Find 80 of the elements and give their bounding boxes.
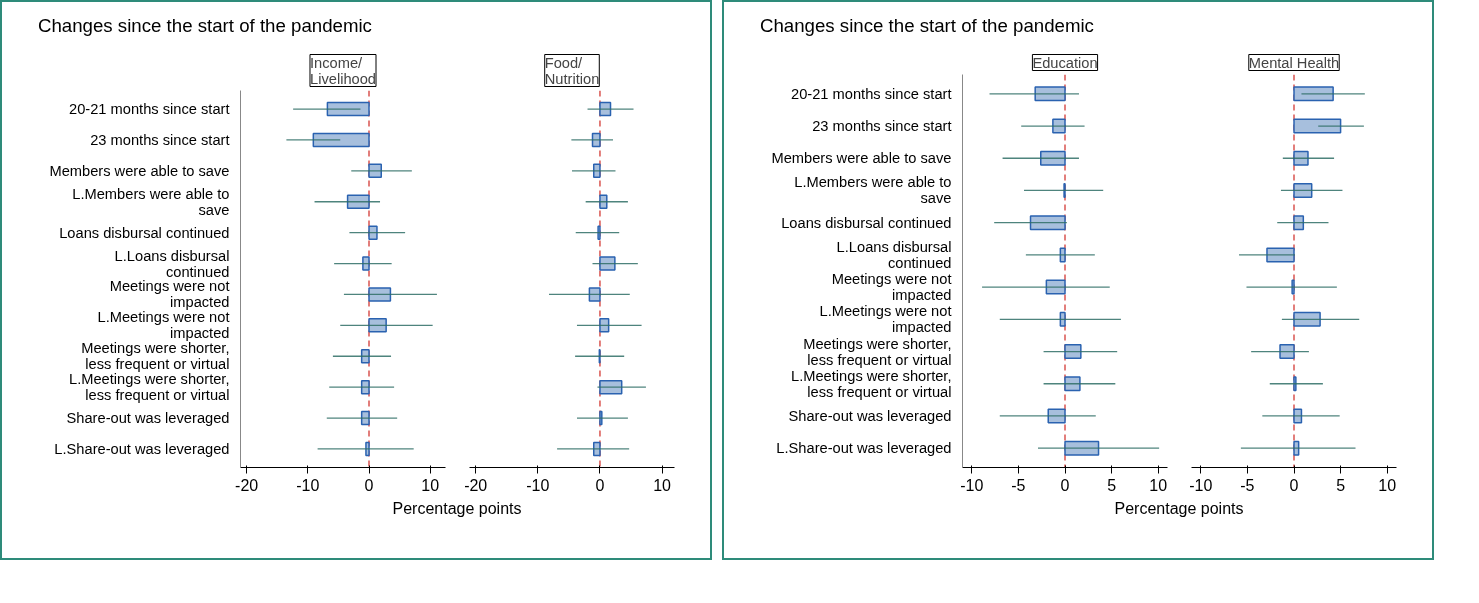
bar — [1064, 440, 1100, 456]
bar — [1034, 86, 1066, 102]
bar — [368, 287, 392, 302]
x-tick-label: -10 — [526, 476, 550, 494]
x-tick-label: -5 — [1011, 476, 1026, 494]
bar — [360, 349, 370, 364]
bar — [1293, 150, 1309, 166]
x-tick-label: 0 — [1289, 476, 1299, 494]
bar — [599, 194, 608, 209]
bar — [1029, 215, 1066, 231]
bar — [599, 379, 623, 395]
bar — [368, 318, 387, 333]
y-tick-label: Members were able to save — [49, 162, 230, 179]
bar — [599, 256, 616, 271]
bar — [312, 132, 370, 148]
bar — [1040, 150, 1066, 166]
bar — [1059, 311, 1066, 327]
x-tick-label: 5 — [1107, 476, 1117, 494]
x-tick-label: 10 — [421, 476, 440, 494]
bar — [1293, 182, 1313, 198]
x-tick-label: -5 — [1240, 476, 1255, 494]
bar — [360, 379, 370, 395]
y-tick-label: Meetings were shorter, less frequent or virtual — [803, 335, 952, 368]
y-tick-label: Share-out was leveraged — [66, 410, 230, 427]
y-tick-label: L.Members were able to save — [72, 185, 230, 218]
bar — [368, 163, 382, 179]
x-tick-label: 5 — [1336, 476, 1346, 494]
bar — [1293, 440, 1300, 456]
chart-title: Changes since the start of the pandemic — [38, 14, 372, 38]
bar — [368, 225, 378, 240]
chart-subtitle: Mental Health — [1248, 54, 1340, 71]
bar — [1293, 215, 1305, 231]
y-tick-label: L.Meetings were not impacted — [819, 303, 952, 336]
x-tick-label: -20 — [464, 476, 488, 494]
y-tick-label: Loans disbursal continued — [59, 224, 230, 241]
y-tick-label: Meetings were not impacted — [109, 278, 230, 311]
bar — [592, 163, 601, 179]
y-tick-label: L.Share-out was leveraged — [54, 440, 230, 457]
x-tick-label: 0 — [595, 476, 605, 494]
chart-subtitle: Income/ Livelihood — [310, 54, 377, 87]
bar — [1279, 344, 1295, 360]
x-tick-label: 10 — [1149, 476, 1168, 494]
bar — [1064, 376, 1081, 392]
bar — [346, 194, 370, 209]
y-tick-label: L.Meetings were shorter, less frequent or virtual — [69, 371, 230, 404]
bar — [1064, 344, 1082, 360]
y-tick-label: 20-21 months since start — [69, 101, 230, 118]
y-tick-label: L.Share-out was leveraged — [776, 440, 952, 457]
y-tick-label: Loans disbursal continued — [781, 214, 952, 231]
x-tick-label: 0 — [364, 476, 374, 494]
y-tick-label: L.Loans disbursal continued — [836, 238, 952, 271]
y-tick-label: Meetings were not impacted — [831, 271, 952, 304]
chart-title: Changes since the start of the pandemic — [760, 14, 1094, 38]
x-tick-label: -10 — [960, 476, 984, 494]
y-tick-label: 23 months since start — [812, 118, 952, 135]
x-axis-title: Percentage points — [392, 499, 522, 519]
bar — [1293, 118, 1342, 134]
y-tick-label: L.Members were able to save — [794, 174, 952, 207]
x-tick-label: 0 — [1060, 476, 1070, 494]
x-axis-title: Percentage points — [1114, 499, 1244, 519]
x-tick-label: -10 — [296, 476, 320, 494]
chart-subtitle: Food/ Nutrition — [544, 54, 600, 87]
y-tick-label: L.Meetings were not impacted — [97, 309, 230, 342]
x-tick-label: 10 — [1378, 476, 1397, 494]
bar — [588, 287, 601, 302]
bar — [599, 318, 610, 333]
x-tick-label: 10 — [653, 476, 672, 494]
bar — [1293, 311, 1321, 327]
y-tick-label: Members were able to save — [771, 150, 952, 167]
y-tick-label: Share-out was leveraged — [788, 407, 952, 424]
bar — [1293, 86, 1334, 102]
y-tick-label: 20-21 months since start — [791, 85, 952, 102]
x-tick-label: -20 — [235, 476, 259, 494]
y-tick-label: Meetings were shorter, less frequent or virtual — [81, 340, 230, 373]
y-tick-label: 23 months since start — [90, 131, 230, 148]
bar — [362, 256, 370, 271]
x-tick-label: -10 — [1189, 476, 1213, 494]
y-tick-label: L.Meetings were shorter, less frequent or virtual — [791, 367, 952, 400]
y-tick-label: L.Loans disbursal continued — [114, 247, 230, 280]
chart-subtitle: Education — [1032, 54, 1098, 71]
